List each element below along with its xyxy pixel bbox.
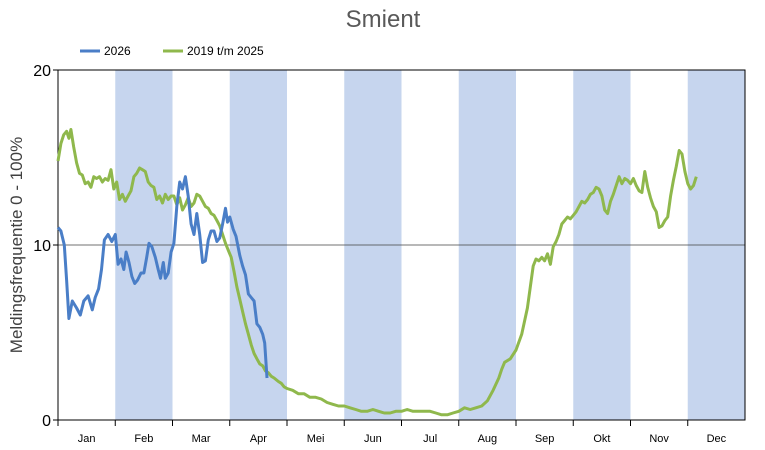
series-line-2026 [56, 175, 269, 379]
series-line-2019-2025 [56, 128, 698, 417]
legend: 2026 2019 t/m 2025 [80, 44, 264, 58]
x-tick-label-dec: Dec [707, 433, 727, 445]
x-tick-label-mar: Mar [192, 433, 211, 445]
x-tick-label-jan: Jan [78, 433, 96, 445]
y-axis-label: Meldingsfrequentie 0 - 100% [7, 137, 26, 353]
x-tick-label-mei: Mei [307, 433, 325, 445]
y-tick-label: 10 [33, 238, 51, 255]
x-tick-label-okt: Okt [593, 433, 610, 445]
x-tick-label-feb: Feb [134, 433, 153, 445]
y-tick-label: 20 [33, 63, 51, 80]
x-tick-label-apr: Apr [250, 433, 267, 445]
y-axis-ticks: 0 10 20 [33, 63, 58, 430]
x-tick-label-aug: Aug [478, 433, 498, 445]
chart-title: Smient [346, 6, 421, 33]
x-tick-label-jun: Jun [364, 433, 382, 445]
y-tick-label: 0 [42, 413, 51, 430]
x-tick-label-sep: Sep [535, 433, 555, 445]
x-tick-label-jul: Jul [423, 433, 437, 445]
x-tick-label-nov: Nov [649, 433, 669, 445]
legend-label-2026: 2026 [104, 44, 131, 58]
series-lines [56, 128, 698, 417]
x-axis-ticks: Jan Feb Mar Apr Mei Jun Jul Aug Sep Okt Nov Dec [57, 420, 727, 445]
legend-label-2019-2025: 2019 t/m 2025 [187, 44, 264, 58]
